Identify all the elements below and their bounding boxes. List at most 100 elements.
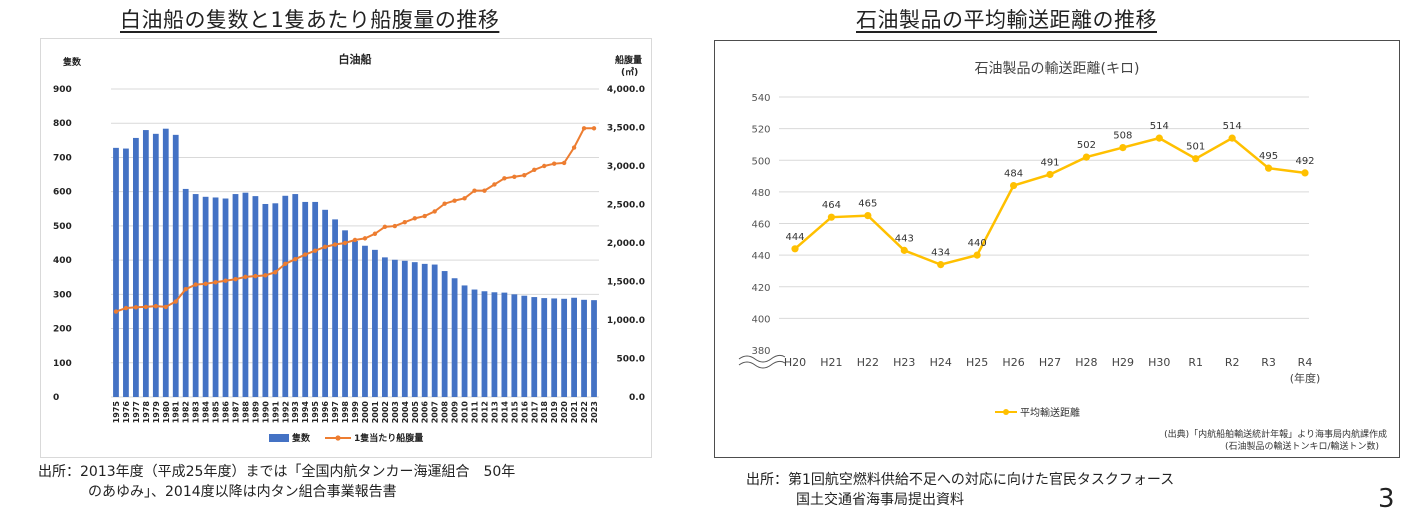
line-point: [163, 304, 168, 310]
bar: [461, 285, 468, 397]
bar: [232, 194, 239, 397]
line-point: [502, 176, 507, 181]
y-tick-label: 400: [751, 314, 770, 325]
line-point: [183, 287, 188, 292]
y-tick-label: 480: [751, 188, 770, 199]
x-tick-label: R2: [1225, 356, 1240, 369]
line-point: [581, 126, 587, 131]
x-tick-label: 1976: [122, 401, 131, 424]
y-tick-label: 700: [53, 153, 72, 163]
line-point: [263, 273, 268, 278]
line-point: [1009, 181, 1018, 190]
line-point: [542, 163, 547, 169]
bar: [242, 192, 249, 397]
left-chart-heading: 白油船の隻数と1隻あたり船腹量の推移: [120, 8, 500, 32]
y-tick-label: 400: [53, 256, 72, 266]
line-point: [113, 309, 119, 314]
legend-bar-swatch: [269, 434, 289, 442]
bar: [262, 203, 269, 397]
line-point: [352, 237, 358, 243]
bar: [372, 249, 378, 397]
x-tick-label: 1975: [112, 401, 121, 424]
bar: [501, 292, 508, 397]
line-point: [973, 251, 981, 259]
x-tick-label: 2009: [451, 401, 460, 424]
bar: [142, 130, 149, 398]
page-number: 3: [1378, 484, 1395, 514]
line-point: [342, 240, 348, 246]
bar: [113, 147, 119, 397]
bar: [332, 219, 338, 397]
bar: [352, 240, 358, 397]
y2-axis-unit: (㎥): [621, 66, 638, 78]
line-point: [442, 201, 447, 206]
bar: [133, 137, 139, 397]
data-label: 495: [1259, 151, 1278, 162]
x-tick-label: H26: [1002, 356, 1024, 369]
x-tick-label: 1996: [321, 401, 330, 424]
x-tick-label: 2017: [530, 401, 539, 423]
line-point: [522, 173, 527, 178]
data-label: 440: [968, 238, 987, 249]
line-point: [123, 305, 129, 311]
left-source-line2: のあゆみ」、2014度以降は内タン組合事業報告書: [88, 484, 397, 500]
line-point: [243, 274, 248, 280]
line-point: [900, 246, 908, 254]
x-tick-label: 1977: [132, 401, 141, 423]
bar: [312, 201, 319, 397]
y-axis-label: 隻数: [62, 56, 82, 68]
line-point: [561, 160, 567, 166]
bar: [471, 289, 478, 397]
x-tick-label: 1992: [281, 401, 290, 423]
right-chart-heading: 石油製品の平均輸送距離の推移: [856, 8, 1157, 32]
line-point: [283, 261, 288, 266]
line-point: [482, 188, 487, 193]
line-point: [1082, 153, 1091, 161]
x-tick-label: 2007: [431, 401, 440, 423]
x-tick-label: 1999: [351, 401, 360, 424]
x-tick-label: 2015: [510, 401, 519, 424]
x-tick-label: 1997: [331, 401, 340, 423]
line-point: [1119, 144, 1127, 152]
line-point: [1192, 155, 1200, 163]
y-tick-label: 540: [751, 93, 770, 104]
x-tick-label: H25: [966, 356, 988, 369]
line-point: [392, 223, 398, 229]
bar: [581, 299, 587, 397]
line-point: [937, 261, 945, 269]
y-tick-label: 500: [751, 156, 770, 167]
x-tick-label: H22: [857, 356, 879, 369]
y-tick-label: 300: [53, 290, 72, 300]
x-tick-label: 2018: [540, 401, 549, 424]
line-point: [223, 278, 228, 283]
x-tick-label: 1998: [341, 401, 350, 424]
bar: [411, 262, 418, 397]
y2-tick-label: 2,500.0: [607, 201, 645, 211]
x-tick-label: 2001: [371, 401, 380, 424]
y-tick-label: 440: [751, 251, 770, 262]
right-chart-panel: 石油製品の輸送距離(キロ) 380 400 420 440 460 480 500 520 540…: [714, 40, 1400, 458]
data-label: 502: [1077, 140, 1096, 151]
x-tick-label: H20: [784, 356, 806, 369]
line-point: [412, 216, 417, 221]
x-tick-label: 2023: [590, 401, 599, 423]
line-point: [472, 188, 477, 193]
bar: [521, 295, 528, 397]
x-tick-label: 1981: [172, 401, 181, 424]
x-tick-label: R4: [1298, 356, 1313, 369]
bar: [302, 201, 309, 397]
line-point: [203, 281, 208, 287]
bar: [431, 264, 438, 397]
bar: [152, 133, 159, 397]
y-tick-label: 800: [53, 119, 72, 129]
line-point: [303, 252, 308, 257]
data-label: 465: [858, 199, 877, 210]
chart-title: 白油船: [339, 52, 372, 66]
bar: [123, 148, 129, 397]
line-point: [827, 213, 836, 221]
bar: [391, 259, 398, 397]
x-tick-label: 1979: [152, 401, 161, 424]
line-point: [492, 182, 497, 187]
chart-source-line1: (出典)「内航船舶輸送統計年報」より海事局内航課作成: [1164, 428, 1387, 440]
bar: [401, 260, 408, 397]
